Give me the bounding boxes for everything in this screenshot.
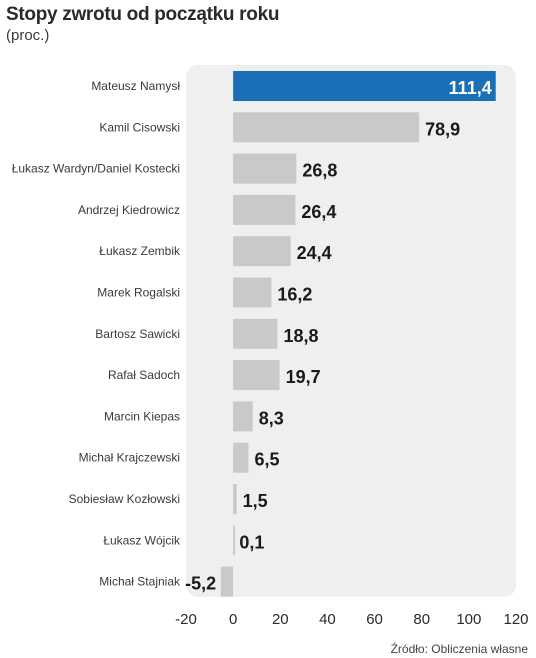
bar — [233, 112, 420, 143]
x-tick-label: 20 — [272, 611, 289, 628]
x-tick-label: 0 — [229, 611, 237, 628]
bar — [233, 318, 278, 349]
bar — [233, 153, 297, 184]
category-label: Łukasz Wójcik — [103, 533, 181, 547]
value-labels-group: 111,4 78,9 26,8 26,4 24,4 16,2 18,8 19,7 8,3 6,5 1… — [185, 78, 492, 594]
category-label: Marcin Kiepas — [104, 409, 180, 423]
x-tick-label: -20 — [175, 611, 197, 628]
value-label: 19,7 — [286, 367, 321, 387]
value-label: 26,4 — [301, 202, 336, 222]
bars-group — [220, 71, 496, 597]
x-tick-label: 60 — [366, 611, 383, 628]
x-tick-label: 100 — [456, 611, 481, 628]
x-tick-label: 40 — [319, 611, 336, 628]
chart-title: Stopy zwrotu od początku roku — [6, 4, 280, 25]
bar — [233, 236, 291, 267]
category-label: Andrzej Kiedrowicz — [78, 203, 180, 217]
bar — [233, 525, 236, 556]
value-label: 26,8 — [302, 161, 337, 181]
value-label: 18,8 — [283, 326, 318, 346]
category-label: Rafał Sadoch — [108, 368, 180, 382]
value-label: -5,2 — [185, 574, 216, 594]
value-label: 8,3 — [259, 408, 284, 428]
x-tick-label: 120 — [503, 611, 528, 628]
category-label: Łukasz Wardyn/Daniel Kostecki — [12, 162, 180, 176]
category-label: Mateusz Namysł — [91, 79, 180, 93]
category-label: Michał Stajniak — [99, 575, 181, 589]
value-label: 6,5 — [254, 450, 279, 470]
bar — [233, 401, 253, 432]
bar — [233, 71, 496, 101]
category-label: Sobiesław Kozłowski — [69, 492, 180, 506]
value-label: 1,5 — [243, 491, 268, 511]
category-label: Marek Rogalski — [97, 286, 180, 300]
bar — [233, 277, 272, 308]
x-axis-ticks-group: -20 0 20 40 60 80 100 120 — [175, 611, 528, 628]
category-label: Kamil Cisowski — [99, 120, 180, 134]
bar — [233, 194, 296, 225]
value-label: 24,4 — [297, 243, 332, 263]
category-label: Łukasz Zembik — [99, 244, 181, 258]
chart-subtitle: (proc.) — [6, 27, 50, 44]
x-tick-label: 80 — [413, 611, 430, 628]
value-label: 0,1 — [239, 532, 264, 552]
value-label: 111,4 — [449, 78, 492, 98]
bar — [220, 566, 234, 597]
bar — [233, 360, 280, 391]
category-labels-group: Mateusz Namysł Kamil Cisowski Łukasz Wardy… — [12, 79, 181, 589]
value-label: 78,9 — [425, 119, 460, 139]
value-label: 16,2 — [277, 285, 312, 305]
bar — [233, 442, 249, 473]
category-label: Bartosz Sawicki — [95, 327, 180, 341]
category-label: Michał Krajczewski — [79, 451, 180, 465]
source-note: Źródło: Obliczenia własne — [390, 642, 528, 656]
bar — [233, 484, 237, 514]
